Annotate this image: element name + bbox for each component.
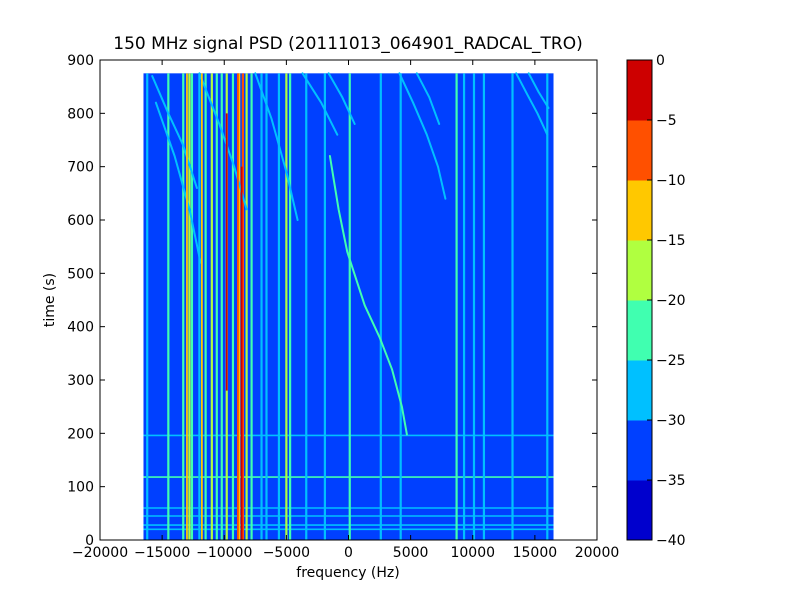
y-tick-label: 600 xyxy=(67,213,94,229)
y-tick-label: 0 xyxy=(85,533,94,549)
colorbar-tick-label: −25 xyxy=(656,353,686,369)
spectrogram-heatmap xyxy=(143,72,554,540)
colorbar-segment xyxy=(627,60,652,121)
colorbar-segment xyxy=(627,420,652,481)
x-tick-label: −10000 xyxy=(196,545,252,561)
y-tick-label: 400 xyxy=(67,320,94,336)
colorbar-tick-label: −30 xyxy=(656,413,686,429)
colorbar-tick-label: −35 xyxy=(656,473,686,489)
drifting-signal-track xyxy=(151,75,198,189)
drifting-signal-track xyxy=(254,72,299,221)
colorbar-segment xyxy=(627,120,652,181)
x-axis-label: frequency (Hz) xyxy=(296,565,399,581)
drifting-signal-track xyxy=(515,72,549,136)
colorbar-tick-label: −5 xyxy=(656,113,677,129)
x-axis: −20000 −15000 −10000 −5000 0 5000 10000 15000 20… xyxy=(72,60,619,561)
colorbar-segment xyxy=(627,480,652,541)
x-tick-label: −15000 xyxy=(134,545,190,561)
drifting-signal-track xyxy=(527,72,550,109)
colorbar-segment xyxy=(627,240,652,301)
drifting-signal-track xyxy=(327,72,356,125)
colorbar-segment xyxy=(627,300,652,361)
colorbar-tick-label: −15 xyxy=(656,233,686,249)
chart-title: 150 MHz signal PSD (20111013_064901_RADC… xyxy=(113,34,582,54)
x-tick-label: 0 xyxy=(344,545,353,561)
x-tick-label: 20000 xyxy=(575,545,620,561)
y-tick-label: 800 xyxy=(67,106,94,122)
colorbar-segment xyxy=(627,180,652,241)
colorbar-tick-label: −10 xyxy=(656,173,686,189)
y-tick-label: 100 xyxy=(67,480,94,496)
colorbar-segment xyxy=(627,360,652,421)
x-tick-label: 5000 xyxy=(393,545,429,561)
y-axis: 0 100 200 300 400 500 600 700 800 900 xyxy=(67,53,597,549)
y-tick-label: 900 xyxy=(67,53,94,69)
colorbar-tick-label: 0 xyxy=(656,53,665,69)
x-tick-label: 15000 xyxy=(513,545,558,561)
y-axis-label: time (s) xyxy=(42,273,58,327)
y-tick-label: 500 xyxy=(67,266,94,282)
drifting-signal-track xyxy=(154,101,202,264)
y-tick-label: 200 xyxy=(67,426,94,442)
colorbar: −40 −35 −30 −25 −20 −15 −10 −5 0 xyxy=(626,53,686,549)
drifting-signal-track xyxy=(328,155,408,436)
x-tick-label: −5000 xyxy=(263,545,310,561)
x-tick-label: 10000 xyxy=(450,545,495,561)
y-tick-label: 700 xyxy=(67,160,94,176)
y-tick-label: 300 xyxy=(67,373,94,389)
colorbar-tick-label: −40 xyxy=(656,533,686,549)
x-tick-label: −20000 xyxy=(72,545,128,561)
drifting-signal-track xyxy=(301,72,339,136)
drifting-signal-track xyxy=(415,72,441,125)
drifting-signal-track xyxy=(398,72,447,200)
colorbar-tick-label: −20 xyxy=(656,293,686,309)
